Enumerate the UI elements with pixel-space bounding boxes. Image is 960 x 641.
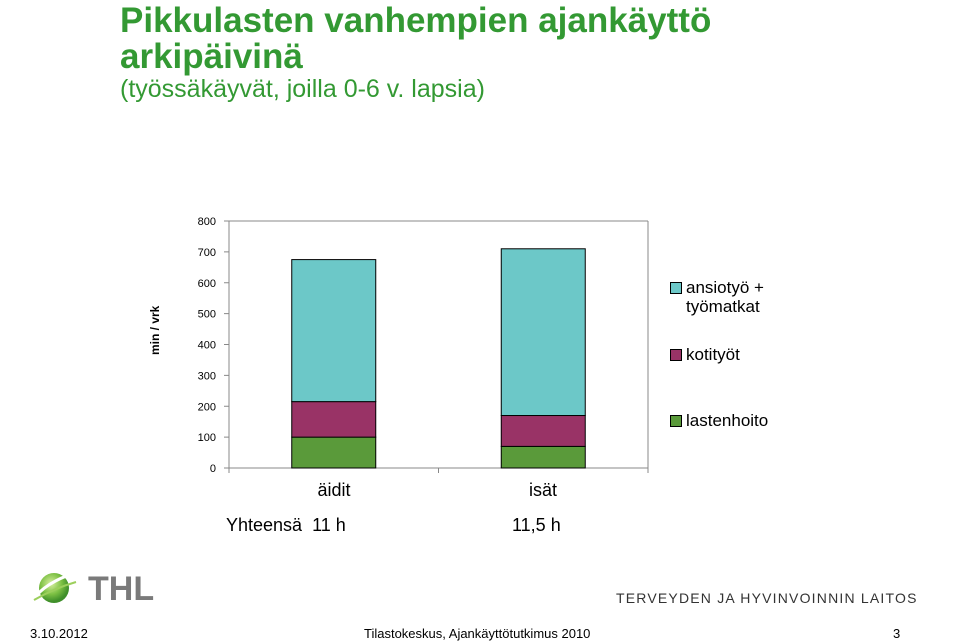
y-tick-label: 100 <box>198 432 216 444</box>
bar-lastenhoito-1 <box>500 445 586 469</box>
thl-logo-icon: THL <box>33 570 154 608</box>
footer-source: Tilastokeskus, Ajankäyttötutkimus 2010 <box>364 626 591 641</box>
total-value-aidit: 11 h <box>312 515 346 535</box>
bar-lastenhoito-0 <box>291 436 377 469</box>
category-label-aidit: äidit <box>317 480 351 500</box>
institute-name: TERVEYDEN JA HYVINVOINNIN LAITOS <box>616 590 918 606</box>
legend-swatch-lastenhoito <box>670 415 682 427</box>
footer-bar: 3.10.2012 Tilastokeskus, Ajankäyttötutki… <box>0 622 960 641</box>
y-tick-label: 400 <box>198 340 216 352</box>
bar-kotity-t-0 <box>291 401 377 438</box>
legend-label-kotityot: kotityöt <box>686 345 740 364</box>
bar-ansioty-ty-matkat-0 <box>291 259 377 403</box>
y-tick-label: 500 <box>198 309 216 321</box>
legend-swatch-ansiotyo <box>670 282 682 294</box>
y-tick-label: 200 <box>198 401 216 413</box>
y-tick-label: 0 <box>210 463 216 475</box>
page-title-continued: arkipäivinä <box>120 37 303 76</box>
y-tick-label: 800 <box>198 216 216 228</box>
total-value-isat: 11,5 h <box>512 515 561 535</box>
category-label-isat: isät <box>528 480 558 500</box>
y-axis-label: min / vrk <box>148 305 162 355</box>
footer-date: 3.10.2012 <box>30 626 88 641</box>
bar-kotity-t-1 <box>500 415 586 447</box>
legend-label-ansiotyo: ansiotyö + työmatkat <box>686 278 764 316</box>
y-tick-label: 600 <box>198 278 216 290</box>
page-title: Pikkulasten vanhempien ajankäyttö <box>120 1 712 40</box>
legend-swatch-kotityot <box>670 349 682 361</box>
y-tick-label: 300 <box>198 370 216 382</box>
total-label-aidit: Yhteensä 11 h <box>226 515 346 536</box>
total-prefix: Yhteensä <box>226 515 303 535</box>
stacked-bar-chart: 0 100 200 300 400 500 600 700 800 <box>198 216 649 475</box>
footer-page-number: 3 <box>893 626 901 641</box>
bar-ansioty-ty-matkat-1 <box>500 248 586 417</box>
thl-logo: THL <box>32 566 162 608</box>
total-label-isat: 11,5 h <box>512 515 561 536</box>
y-tick-label: 700 <box>198 247 216 259</box>
logo-text: THL <box>88 570 154 608</box>
legend-label-lastenhoito: lastenhoito <box>686 411 769 430</box>
page-subtitle: (työssäkäyvät, joilla 0-6 v. lapsia) <box>120 75 485 103</box>
